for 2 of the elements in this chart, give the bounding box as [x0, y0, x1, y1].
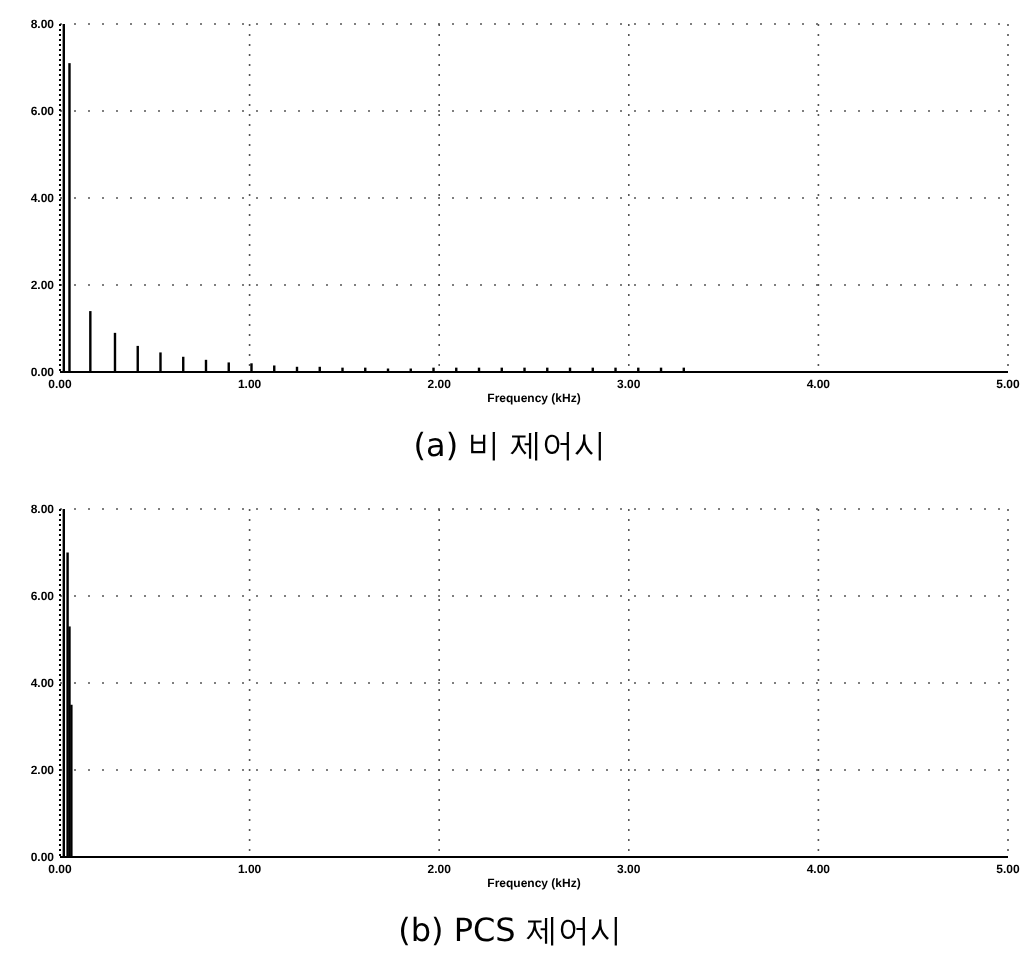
text: (b) PCS 제어시	[398, 911, 622, 949]
text: (a) 비 제어시	[413, 426, 607, 464]
